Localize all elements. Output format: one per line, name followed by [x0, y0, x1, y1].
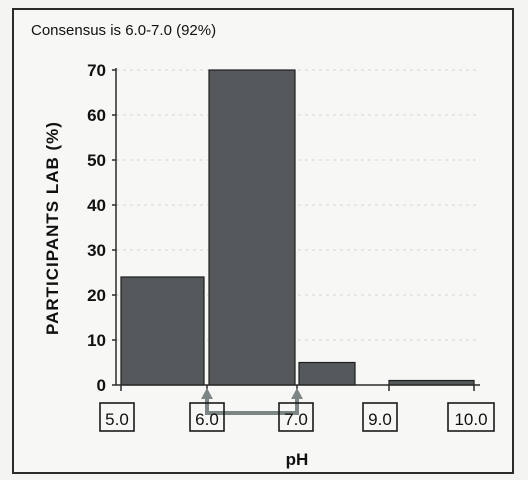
- y-tick-label: 60: [87, 106, 106, 125]
- x-tick-box: [362, 402, 398, 432]
- y-tick-label: 10: [87, 331, 106, 350]
- y-tick-label: 30: [87, 241, 106, 260]
- x-tick-box: [447, 402, 495, 432]
- x-tick-label-box: 5.0: [99, 402, 135, 432]
- y-tick-label: 0: [97, 376, 106, 395]
- x-tick-label: 5.0: [105, 410, 129, 429]
- y-tick-label: 40: [87, 196, 106, 215]
- x-tick-label-box: 7.0: [278, 402, 314, 432]
- consensus-arrow-head-right: [291, 388, 303, 399]
- y-tick-label: 70: [87, 61, 106, 80]
- y-ticks: 0 10 20 30 40 50 60 70: [87, 61, 116, 395]
- x-tick-label: 7.0: [284, 410, 308, 429]
- bars: [120, 69, 475, 386]
- bar-7.0-9.0: [298, 361, 356, 386]
- bar-6.0-7.0: [208, 69, 296, 386]
- x-tick-box: [99, 402, 135, 432]
- x-tick-label: 10.0: [454, 410, 487, 429]
- grid-lines: [116, 69, 480, 341]
- x-tick-label-box: 9.0: [362, 402, 398, 432]
- y-axis-label: PARTICIPANTS LAB (%): [43, 121, 62, 335]
- x-tick-label-box: 6.0: [189, 402, 225, 432]
- y-tick-label: 50: [87, 151, 106, 170]
- bar-5.0-6.0: [120, 276, 205, 386]
- x-tick-label: 9.0: [368, 410, 392, 429]
- x-tick-label: 6.0: [195, 410, 219, 429]
- y-tick-label: 20: [87, 286, 106, 305]
- chart-title: Consensus is 6.0-7.0 (92%): [31, 22, 216, 39]
- x-tick-label-box: 10.0: [447, 402, 495, 432]
- consensus-arrow-head-left: [201, 388, 213, 399]
- axes: [115, 68, 480, 391]
- x-ticks: 5.0 6.0 7.0 9.0 10.0: [99, 402, 495, 432]
- x-tick-box: [189, 402, 225, 432]
- x-axis-label: pH: [286, 450, 309, 469]
- x-tick-box: [278, 402, 314, 432]
